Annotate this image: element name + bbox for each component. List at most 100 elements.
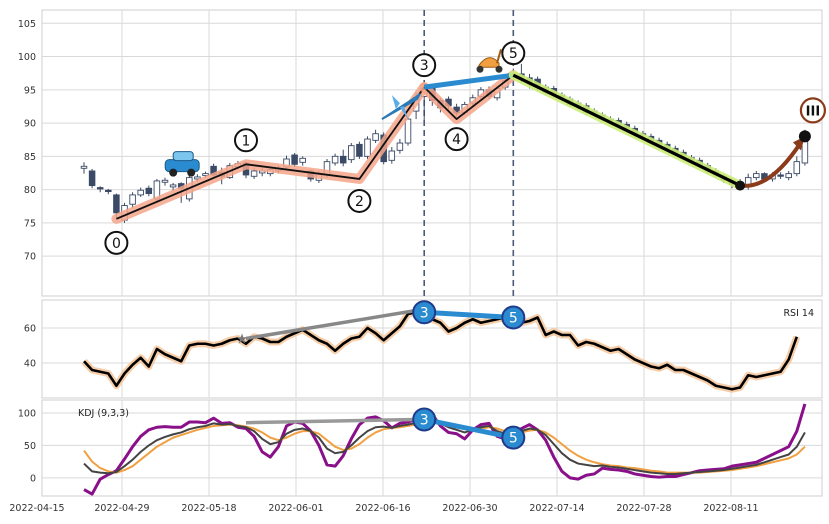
- pattern-line-a: [116, 86, 425, 220]
- price-ytick-label: 90: [24, 119, 36, 130]
- rsi-star-icon: ★: [236, 332, 249, 348]
- candle-up: [202, 173, 209, 177]
- kdj-ytick-label: 0: [30, 473, 36, 484]
- kdj-marker-3-label: 3: [420, 412, 429, 428]
- rsi-label: RSI 14: [783, 308, 814, 319]
- link-3-5: [423, 72, 514, 90]
- price-ytick-label: 105: [18, 19, 36, 30]
- rsi-marker-3-circle: [412, 300, 437, 325]
- candle-down: [96, 187, 104, 190]
- candle-up: [331, 155, 339, 164]
- pattern-point-0-label: 0: [112, 236, 121, 252]
- x-tick-label: 2022-06-16: [355, 503, 410, 514]
- rsi-marker-5-label: 5: [509, 311, 518, 327]
- candle-up: [194, 176, 201, 180]
- rsi-line: [83, 310, 799, 391]
- candle-up: [404, 118, 412, 144]
- candle-down: [339, 155, 347, 164]
- x-axis: 2022-04-15 2022-04-29 2022-05-18 2022-06-01…: [9, 503, 758, 514]
- price-ytick-label: 80: [24, 185, 36, 196]
- candle-up: [169, 184, 177, 188]
- kdj-marker-3-circle: [412, 407, 437, 432]
- plane-wing-icon: [391, 95, 400, 110]
- x-tick-label: 2022-06-30: [442, 503, 497, 514]
- x-tick-label: 2022-08-11: [703, 503, 758, 514]
- candle-up: [161, 179, 169, 183]
- candle-down: [113, 194, 120, 214]
- pattern-point-5-label: 5: [509, 46, 518, 62]
- pattern-point-1-circle: [234, 128, 258, 153]
- candle-up: [80, 165, 88, 169]
- car-window-icon: [172, 151, 194, 162]
- rsi-divergence-line: [245, 308, 417, 341]
- plane-wing-icon: [399, 106, 408, 120]
- candle-up: [348, 145, 355, 161]
- candle-up: [137, 189, 144, 196]
- rsi-marker-3-label: 3: [420, 305, 429, 321]
- recovery-start-dot: [735, 180, 746, 191]
- candle-up: [785, 173, 792, 179]
- decline-line: [512, 73, 741, 188]
- scooter-wheel-icon: [476, 65, 484, 73]
- pattern-point-3-circle: [412, 53, 437, 78]
- recovery-arrow: [739, 141, 803, 188]
- kdj-label: KDJ (9,3,3): [78, 408, 129, 419]
- pattern-point-0-circle: [104, 230, 129, 255]
- kdj-link-3-5: [423, 417, 514, 441]
- price-frame: [41, 9, 823, 297]
- candle-up: [753, 173, 760, 179]
- kdj-similarity-line: [245, 417, 417, 425]
- plane-icon: [381, 93, 421, 120]
- kdj-marker-5-circle: [501, 425, 526, 450]
- x-tick-label: 2022-05-18: [181, 503, 236, 514]
- x-tick-label: 2022-06-01: [268, 503, 323, 514]
- candle-up: [396, 142, 404, 151]
- pattern-point-4-label: 4: [452, 132, 461, 148]
- candle-down: [356, 143, 363, 157]
- candle-up: [388, 150, 396, 161]
- candle-down: [145, 187, 153, 195]
- pattern-point-3-label: 3: [420, 58, 429, 74]
- pattern-point-2-label: 2: [355, 194, 364, 210]
- recovery-end-dot: [798, 130, 811, 143]
- price-ytick-label: 70: [24, 252, 36, 263]
- x-tick-label: 2022-07-14: [529, 503, 584, 514]
- candle-down: [105, 189, 112, 193]
- kdj-ytick-label: 100: [18, 408, 36, 419]
- scooter-wheel-icon: [495, 65, 503, 73]
- car-icon: [164, 159, 200, 173]
- pattern-point-1-label: 1: [242, 133, 251, 149]
- car-wheel-icon: [169, 168, 178, 177]
- price-ytick-label: 85: [24, 152, 36, 163]
- rsi-ytick-label: 40: [24, 359, 36, 370]
- x-tick-label: 2022-04-15: [9, 503, 64, 514]
- scooter-handle-icon: [496, 48, 502, 64]
- pattern-point-5-circle: [501, 41, 526, 66]
- candle-up: [129, 194, 136, 205]
- candle-up: [793, 161, 801, 175]
- price-ytick-label: 95: [24, 85, 36, 96]
- candle-down: [291, 154, 298, 165]
- candle-down: [88, 170, 96, 187]
- kdj-marker-5-label: 5: [509, 431, 518, 447]
- roman-badge-label: III: [806, 104, 821, 119]
- candle-down: [777, 174, 784, 177]
- rsi-link-3-5: [424, 309, 514, 320]
- pattern-point-2-circle: [347, 188, 372, 213]
- x-tick-label: 2022-07-28: [616, 503, 671, 514]
- pattern-point-4-circle: [444, 127, 469, 152]
- pattern-line-b: [423, 74, 514, 120]
- car-wheel-icon: [187, 168, 196, 177]
- candle-up: [372, 133, 379, 141]
- candle-up: [299, 157, 306, 163]
- price-ytick-label: 75: [24, 218, 36, 229]
- roman-badge-circle: [799, 97, 827, 124]
- price-ytick-label: 100: [18, 52, 36, 63]
- candle-up: [364, 138, 371, 157]
- kdj-j-line: [83, 403, 807, 496]
- rsi-marker-5-circle: [501, 305, 526, 330]
- candle-up: [250, 170, 258, 177]
- rsi-ytick-label: 60: [24, 324, 36, 335]
